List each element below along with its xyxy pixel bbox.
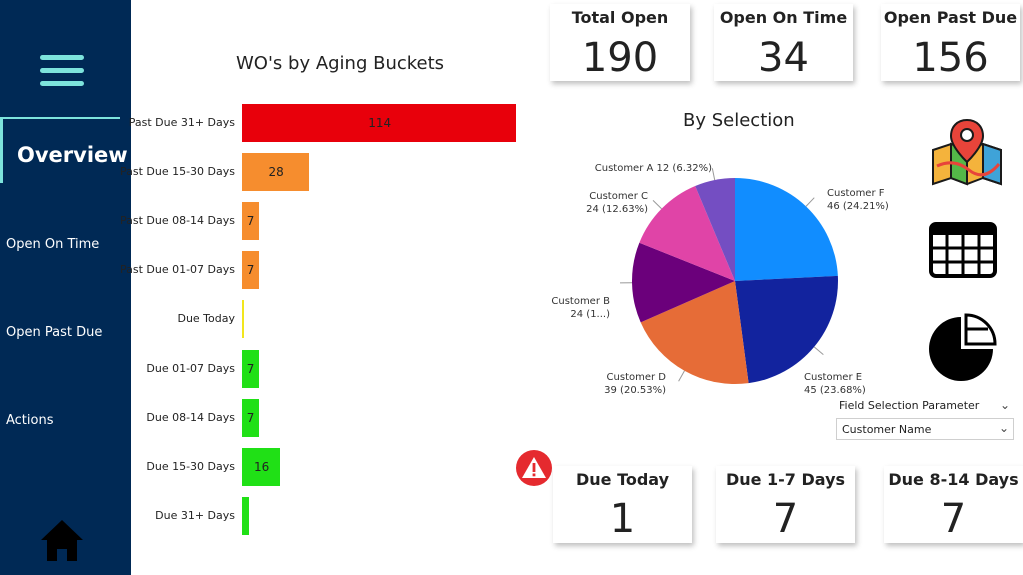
bar-value-label: 7 xyxy=(246,361,255,376)
bar-label: Due 08-14 Days xyxy=(146,410,235,424)
bar-label: Past Due 08-14 Days xyxy=(119,214,235,228)
warning-icon xyxy=(516,450,552,486)
map-icon[interactable] xyxy=(929,116,1005,186)
kpi-open-on-time-title: Open On Time xyxy=(719,8,848,27)
slicer-collapse-chevron-icon[interactable]: ⌄ xyxy=(1000,398,1011,412)
menu-icon[interactable] xyxy=(40,55,84,87)
kpi-due-1-7: Due 1-7 Days 7 xyxy=(716,466,855,543)
nav-open-past-due[interactable]: Open Past Due xyxy=(6,325,103,340)
kpi-due-8-14-title: Due 8-14 Days xyxy=(888,470,1019,489)
chevron-down-icon: ⌄ xyxy=(998,421,1009,435)
pie-label-customer-e-name: Customer E xyxy=(804,372,863,383)
slicer-title: Field Selection Parameter xyxy=(839,399,980,412)
kpi-due-1-7-value: 7 xyxy=(772,496,799,542)
pie-label-customer-d: Customer D 39 (20.53%) xyxy=(590,371,666,397)
table-icon[interactable] xyxy=(929,222,997,278)
pie-chart xyxy=(620,168,838,384)
pie-slice[interactable] xyxy=(695,178,735,281)
pie-chart-icon[interactable] xyxy=(928,313,998,383)
kpi-due-1-7-title: Due 1-7 Days xyxy=(725,470,846,489)
kpi-total-open-value: 190 xyxy=(581,35,659,81)
bar-label: Due 15-30 Days xyxy=(146,459,235,473)
pie-label-customer-b: Customer B 24 (1...) xyxy=(534,295,610,321)
bar[interactable] xyxy=(242,251,259,290)
field-selection-value: Customer Name xyxy=(842,423,932,436)
bar-label: Past Due 15-30 Days xyxy=(119,165,235,179)
kpi-open-on-time-value: 34 xyxy=(758,35,809,81)
pie-leader-line xyxy=(805,197,815,207)
bar-label: Past Due 31+ Days xyxy=(128,116,235,129)
pie-label-customer-c: Customer C 24 (12.63%) xyxy=(572,190,648,216)
pie-leader-line xyxy=(678,370,685,382)
pie-label-customer-e-value: 45 (23.68%) xyxy=(804,385,866,396)
kpi-due-8-14-value: 7 xyxy=(940,496,967,542)
pie-leader-line xyxy=(711,168,716,181)
bar-value-label: 28 xyxy=(268,165,284,180)
kpi-due-today: Due Today 1 xyxy=(553,466,692,543)
pie-label-customer-a: Customer A 12 (6.32%) xyxy=(594,163,712,174)
nav-actions[interactable]: Actions xyxy=(6,413,54,428)
nav-overview-label: Overview xyxy=(17,143,128,167)
field-selection-dropdown[interactable]: Customer Name ⌄ xyxy=(836,418,1014,440)
pie-label-customer-f-value: 46 (24.21%) xyxy=(827,201,889,212)
bar-label: Due 01-07 Days xyxy=(146,361,235,375)
bar-label: Due 31+ Days xyxy=(155,508,235,522)
pie-label-customer-b-name: Customer B xyxy=(551,296,610,307)
pie-label-customer-b-value: 24 (1...) xyxy=(570,309,610,320)
pie-slice[interactable] xyxy=(632,242,735,323)
pie-label-customer-f-name: Customer F xyxy=(827,188,885,199)
bar[interactable] xyxy=(242,104,516,142)
pie-slice[interactable] xyxy=(639,186,735,281)
bar-value-label: 7 xyxy=(246,410,255,425)
sidebar: Overview Open On Time Open Past Due Acti… xyxy=(0,0,131,575)
bar[interactable] xyxy=(242,153,310,192)
bar[interactable] xyxy=(242,447,281,486)
pie-leader-line xyxy=(652,200,662,210)
bar[interactable] xyxy=(242,202,259,241)
pie-label-customer-e: Customer E 45 (23.68%) xyxy=(804,371,866,397)
nav-open-on-time[interactable]: Open On Time xyxy=(6,237,100,252)
pie-slice[interactable] xyxy=(735,178,838,281)
bar[interactable] xyxy=(242,398,259,437)
bar-label: Due Today xyxy=(177,312,235,326)
kpi-total-open: Total Open 190 xyxy=(550,4,690,81)
bar[interactable] xyxy=(242,496,250,535)
kpi-due-today-value: 1 xyxy=(609,496,636,542)
pie-slice[interactable] xyxy=(735,275,838,384)
pie-label-customer-d-value: 39 (20.53%) xyxy=(604,385,666,396)
pie-label-customer-c-value: 24 (12.63%) xyxy=(586,204,648,215)
bar-value-label: 7 xyxy=(246,214,255,229)
kpi-open-past-due: Open Past Due 156 xyxy=(881,4,1020,81)
kpi-due-8-14: Due 8-14 Days 7 xyxy=(884,466,1023,543)
kpi-open-past-due-title: Open Past Due xyxy=(883,8,1018,27)
pie-label-customer-c-name: Customer C xyxy=(589,191,648,202)
pie-label-customer-d-name: Customer D xyxy=(606,372,666,383)
bar[interactable] xyxy=(242,300,245,339)
bar-value-label: 114 xyxy=(368,116,392,130)
bar[interactable] xyxy=(242,349,259,388)
bar-value-label: 7 xyxy=(246,263,255,278)
pie-leader-line xyxy=(813,346,824,355)
aging-chart-title: WO's by Aging Buckets xyxy=(236,53,445,74)
pie-chart-title: By Selection xyxy=(683,110,795,131)
bar-value-label: 16 xyxy=(254,459,270,474)
kpi-open-past-due-value: 156 xyxy=(912,35,989,81)
kpi-open-on-time: Open On Time 34 xyxy=(714,4,853,81)
nav-overview[interactable]: Overview xyxy=(0,117,128,183)
pie-slice[interactable] xyxy=(640,281,749,384)
kpi-total-open-title: Total Open xyxy=(571,8,669,27)
bar-label: Past Due 01-07 Days xyxy=(119,263,235,277)
home-icon[interactable] xyxy=(40,518,84,562)
kpi-due-today-title: Due Today xyxy=(575,470,670,489)
pie-label-customer-f: Customer F 46 (24.21%) xyxy=(827,187,889,213)
